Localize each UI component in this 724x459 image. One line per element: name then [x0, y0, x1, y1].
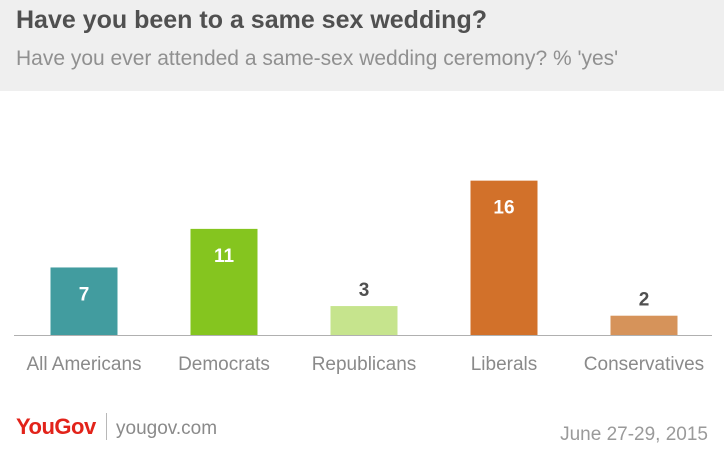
category-label-liberals: Liberals — [471, 354, 538, 375]
category-label-democrats: Democrats — [178, 354, 270, 375]
chart-title: Have you been to a same sex wedding? — [16, 6, 487, 34]
footer-date: June 27-29, 2015 — [560, 424, 708, 445]
bar-chart: 7 All Americans 11 Democrats 3 Republicans 16 L… — [14, 180, 712, 375]
logo-divider — [106, 413, 107, 440]
footer-url: yougov.com — [116, 418, 218, 439]
bar-liberals — [470, 180, 538, 335]
chart-subtitle: Have you ever attended a same-sex weddin… — [16, 47, 619, 70]
category-label-republicans: Republicans — [312, 354, 417, 375]
value-label-conservatives: 2 — [639, 290, 650, 311]
value-label-all-americans: 7 — [79, 284, 90, 305]
category-label-all-americans: All Americans — [26, 354, 141, 375]
bar-conservatives — [610, 315, 678, 335]
value-label-republicans: 3 — [359, 280, 370, 301]
bar-republicans — [330, 306, 398, 335]
category-label-conservatives: Conservatives — [584, 354, 704, 375]
value-label-liberals: 16 — [493, 198, 514, 219]
yougov-logo: YouGov — [16, 414, 96, 439]
bar-all-americans — [50, 267, 118, 335]
value-label-democrats: 11 — [214, 246, 235, 267]
bar-democrats — [190, 228, 258, 335]
header-band: Have you been to a same sex wedding? Hav… — [0, 0, 724, 91]
